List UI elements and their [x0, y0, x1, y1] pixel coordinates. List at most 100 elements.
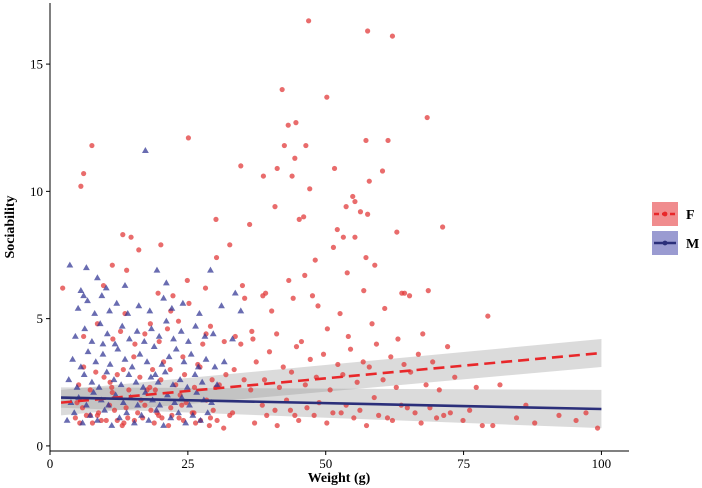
point-f: [352, 198, 358, 205]
point-m: [168, 304, 176, 311]
point-f: [347, 346, 354, 352]
point-m: [94, 274, 101, 281]
point-f: [372, 262, 378, 268]
point-f: [281, 142, 287, 149]
point-f: [238, 341, 244, 347]
x-tick-label: 50: [319, 456, 332, 471]
point-f: [250, 336, 256, 342]
point-f: [380, 377, 386, 383]
point-f: [556, 412, 562, 418]
point-f: [213, 216, 219, 222]
point-f: [159, 415, 165, 421]
point-f: [288, 369, 295, 375]
point-f: [302, 382, 308, 388]
point-f: [241, 377, 247, 383]
point-f: [327, 387, 333, 393]
point-m: [108, 421, 116, 428]
point-f: [363, 137, 369, 144]
point-m: [169, 381, 177, 388]
point-f: [213, 254, 220, 261]
point-f: [293, 344, 300, 350]
point-f: [109, 262, 115, 268]
point-f: [120, 232, 126, 238]
point-f: [350, 193, 356, 200]
point-f: [238, 163, 244, 169]
axes: [49, 3, 629, 452]
point-f: [247, 221, 253, 228]
point-f: [231, 366, 237, 373]
point-f: [452, 374, 458, 380]
point-f: [309, 293, 316, 299]
point-f: [376, 412, 382, 418]
point-f: [430, 359, 436, 365]
point-m: [113, 299, 121, 306]
point-m: [96, 320, 104, 327]
point-m: [103, 368, 111, 375]
legend-label-m: M: [686, 237, 699, 252]
point-f: [583, 410, 589, 416]
point-m: [63, 416, 71, 423]
point-m: [143, 358, 151, 365]
point-f: [272, 407, 278, 413]
point-m: [65, 376, 73, 383]
point-f: [147, 321, 153, 327]
point-f: [287, 407, 294, 413]
point-f: [120, 366, 126, 373]
point-m: [132, 378, 140, 385]
point-f: [180, 354, 186, 360]
point-m: [162, 317, 170, 324]
point-m: [105, 401, 112, 408]
point-f: [251, 420, 258, 426]
point-m: [198, 378, 206, 385]
y-tick-label: 10: [30, 184, 43, 199]
point-f: [263, 290, 269, 296]
point-f: [158, 377, 164, 383]
point-f: [497, 382, 503, 388]
point-f: [304, 405, 310, 411]
point-m: [186, 401, 193, 408]
point-f: [260, 173, 267, 179]
point-f: [117, 328, 124, 334]
point-f: [186, 300, 192, 306]
legend-label-f: F: [686, 208, 695, 223]
point-f: [126, 387, 132, 393]
point-f: [121, 420, 127, 426]
point-f: [221, 338, 227, 345]
point-m: [138, 411, 145, 418]
point-f: [324, 94, 330, 100]
point-f: [210, 407, 216, 413]
point-f: [253, 359, 259, 365]
point-f: [334, 226, 340, 233]
point-f: [123, 405, 129, 411]
point-f: [351, 415, 357, 421]
point-f: [151, 420, 157, 426]
point-f: [363, 254, 369, 261]
point-m: [73, 383, 81, 390]
point-m: [177, 327, 185, 334]
point-m: [145, 416, 153, 423]
point-m: [121, 281, 129, 288]
point-f: [424, 114, 430, 121]
point-f: [207, 323, 214, 329]
point-f: [274, 165, 280, 172]
point-m: [231, 289, 239, 296]
point-m: [66, 261, 74, 268]
point-f: [393, 384, 399, 390]
point-f: [394, 229, 400, 235]
point-f: [312, 257, 318, 263]
point-m: [160, 294, 168, 301]
point-m: [197, 416, 204, 423]
confidence-band-f: [61, 339, 602, 416]
point-f: [338, 410, 344, 416]
y-tick-label: 15: [30, 57, 43, 72]
point-f: [152, 387, 158, 393]
point-m: [136, 350, 144, 357]
point-m: [218, 302, 225, 309]
point-m: [204, 409, 212, 416]
point-m: [106, 307, 113, 314]
point-f: [360, 359, 366, 365]
point-f: [440, 224, 446, 230]
point-m: [103, 330, 111, 337]
point-m: [213, 381, 221, 388]
point-m: [183, 383, 191, 390]
